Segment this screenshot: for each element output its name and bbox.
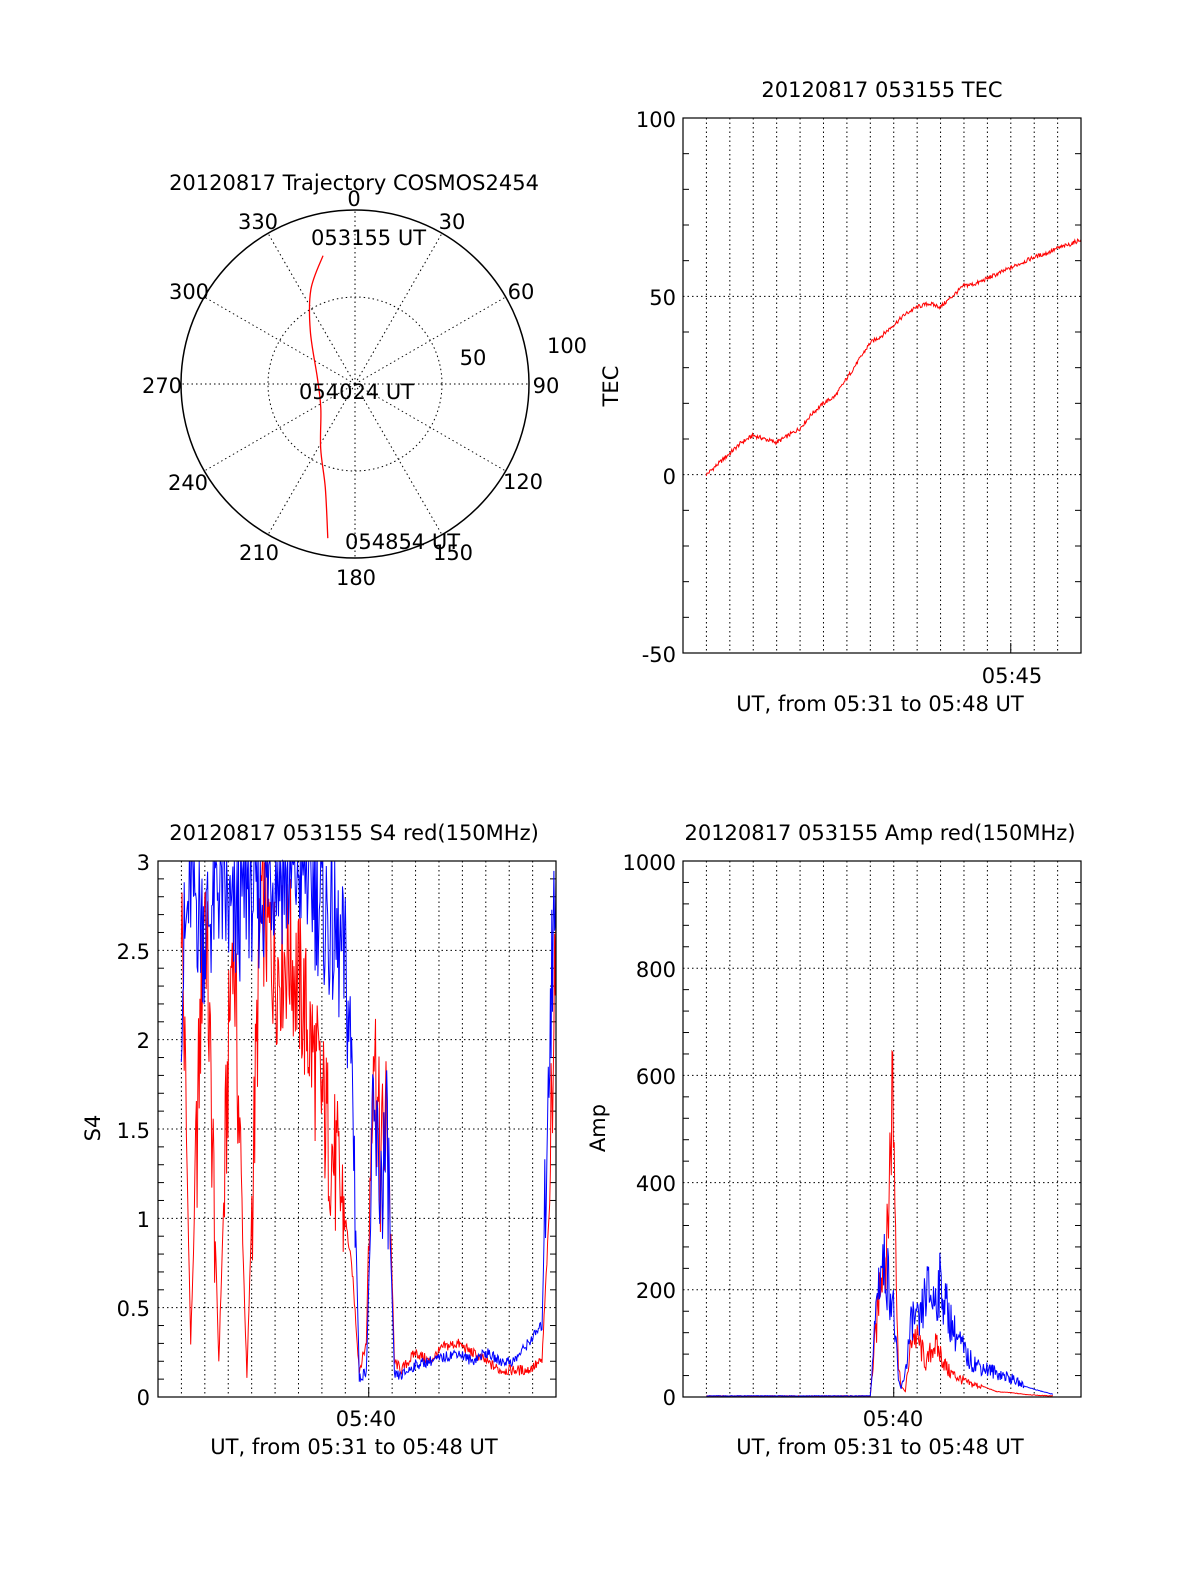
- azimuth-label-180: 180: [336, 566, 376, 590]
- s4-series-line-1: [180, 859, 557, 1383]
- mid-time-label: 054024 UT: [299, 380, 414, 404]
- s4-plot-frame: [157, 860, 557, 1398]
- tec-plot-frame: [682, 117, 1082, 654]
- polar-spoke-210: [267, 383, 356, 535]
- amp-ytick-600: 600: [636, 1065, 676, 1089]
- tec-ylabel: TEC: [599, 366, 623, 408]
- s4-ytick-1-5: 1.5: [117, 1119, 150, 1143]
- amp-title: 20120817 053155 Amp red(150MHz): [684, 821, 1075, 845]
- polar-spoke-150: [354, 383, 443, 535]
- polar-spoke-60: [354, 296, 506, 385]
- azimuth-label-330: 330: [238, 210, 278, 234]
- amp-panel: 20120817 053155 Amp red(150MHz) 1000 800…: [586, 821, 1082, 1459]
- tec-ytick-minus50: -50: [642, 643, 676, 667]
- polar-spoke-330: [267, 233, 356, 385]
- ring-label-100: 100: [547, 334, 587, 358]
- tec-ytick-0: 0: [663, 465, 676, 489]
- tec-series-line-0: [705, 238, 1082, 477]
- polar-outer-ring: [180, 209, 530, 559]
- s4-ytick-2-5: 2.5: [117, 940, 150, 964]
- tec-title: 20120817 053155 TEC: [761, 78, 1002, 102]
- ring-label-50: 50: [460, 346, 487, 370]
- s4-panel: 20120817 053155 S4 red(150MHz) 3 2.5 2 1…: [81, 821, 557, 1459]
- s4-title: 20120817 053155 S4 red(150MHz): [169, 821, 539, 845]
- s4-xlabel: UT, from 05:31 to 05:48 UT: [210, 1435, 498, 1459]
- amp-ytick-1000: 1000: [623, 851, 676, 875]
- amp-grid: [683, 861, 1081, 1397]
- tec-ytick-50: 50: [649, 286, 676, 310]
- s4-series: [180, 859, 557, 1383]
- polar-spoke-300: [204, 296, 356, 385]
- s4-ytick-2: 2: [137, 1029, 150, 1053]
- tec-xlabel: UT, from 05:31 to 05:48 UT: [736, 692, 1024, 716]
- s4-xtick-0540: 05:40: [336, 1407, 397, 1431]
- start-time-label: 053155 UT: [311, 226, 426, 250]
- amp-series-line-0: [706, 1049, 1054, 1397]
- polar-trajectory-panel: 20120817 Trajectory COSMOS2454 0 30 60 9…: [142, 171, 587, 590]
- azimuth-label-240: 240: [168, 471, 208, 495]
- s4-ytick-3: 3: [137, 851, 150, 875]
- s4-series-line-0: [180, 860, 557, 1378]
- tec-grid: [683, 118, 1081, 653]
- polar-spoke-240: [204, 383, 356, 472]
- polar-azimuth-labels: 0 30 60 90 120 150 180 210 240 270 300 3…: [142, 187, 559, 590]
- polar-spoke-30: [354, 233, 443, 385]
- s4-ytick-1: 1: [137, 1208, 150, 1232]
- s4-ytick-0-5: 0.5: [117, 1297, 150, 1321]
- s4-ytick-0: 0: [137, 1386, 150, 1410]
- amp-ytick-800: 800: [636, 958, 676, 982]
- amp-series-line-1: [706, 1233, 1054, 1397]
- trajectory-line-0: [308, 255, 329, 539]
- polar-grid: [180, 209, 530, 559]
- s4-ylabel: S4: [81, 1115, 105, 1142]
- amp-ytick-0: 0: [663, 1386, 676, 1410]
- azimuth-label-300: 300: [169, 280, 209, 304]
- tec-xtick-0545: 05:45: [982, 664, 1043, 688]
- amp-ylabel: Amp: [586, 1104, 610, 1152]
- azimuth-label-120: 120: [503, 470, 543, 494]
- polar-title: 20120817 Trajectory COSMOS2454: [169, 171, 539, 195]
- amp-ytick-200: 200: [636, 1279, 676, 1303]
- amp-xlabel: UT, from 05:31 to 05:48 UT: [736, 1435, 1024, 1459]
- end-time-label: 054854 UT: [345, 530, 460, 554]
- amp-xtick-0540: 05:40: [863, 1407, 924, 1431]
- azimuth-label-60: 60: [508, 280, 535, 304]
- azimuth-label-30: 30: [439, 210, 466, 234]
- amp-series: [706, 1049, 1054, 1397]
- amp-ytick-400: 400: [636, 1172, 676, 1196]
- azimuth-label-270: 270: [142, 374, 182, 398]
- trajectory-series: [308, 255, 329, 539]
- tec-series: [705, 238, 1082, 477]
- azimuth-label-210: 210: [239, 541, 279, 565]
- amp-plot-frame: [682, 860, 1082, 1398]
- azimuth-label-0: 0: [347, 187, 360, 211]
- polar-spoke-120: [354, 383, 506, 472]
- tec-ytick-100: 100: [636, 108, 676, 132]
- tec-panel: 20120817 053155 TEC 100 50 0 -50 05:45 U…: [599, 78, 1082, 716]
- azimuth-label-150: 150: [433, 541, 473, 565]
- azimuth-label-90: 90: [533, 374, 560, 398]
